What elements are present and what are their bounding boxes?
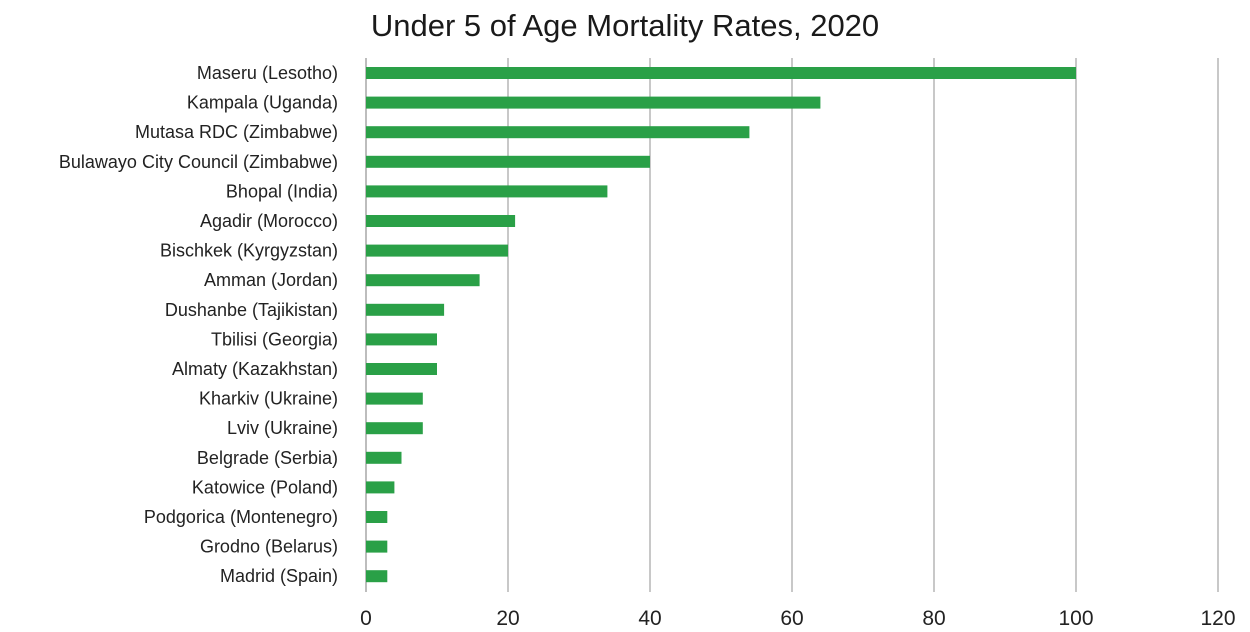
bar xyxy=(366,570,388,583)
bar xyxy=(366,392,423,405)
bar xyxy=(366,481,395,494)
category-label: Agadir (Morocco) xyxy=(200,211,338,231)
x-tick-label: 100 xyxy=(1058,607,1093,630)
bar xyxy=(366,333,437,346)
category-label: Podgorica (Montenegro) xyxy=(144,507,338,527)
category-label: Grodno (Belarus) xyxy=(200,537,338,557)
category-label: Madrid (Spain) xyxy=(220,566,338,586)
bar xyxy=(366,244,508,257)
bar xyxy=(366,422,423,435)
bar xyxy=(366,215,516,227)
bar xyxy=(366,540,388,553)
bar xyxy=(366,274,480,287)
category-label: Bulawayo City Council (Zimbabwe) xyxy=(59,152,338,172)
category-label: Belgrade (Serbia) xyxy=(197,448,338,468)
x-tick-label: 120 xyxy=(1200,607,1235,630)
bar xyxy=(366,96,821,109)
bar xyxy=(366,511,388,523)
x-tick-label: 80 xyxy=(922,607,945,630)
chart-title: Under 5 of Age Mortality Rates, 2020 xyxy=(370,8,880,43)
bar xyxy=(366,126,750,139)
category-label: Tbilisi (Georgia) xyxy=(211,329,338,349)
bar xyxy=(366,451,402,464)
category-label: Almaty (Kazakhstan) xyxy=(172,359,338,379)
category-label: Bischkek (Kyrgyzstan) xyxy=(160,241,338,261)
category-label: Kampala (Uganda) xyxy=(187,93,338,113)
x-tick-label: 20 xyxy=(496,607,519,630)
category-label: Kharkiv (Ukraine) xyxy=(199,389,338,409)
bar xyxy=(366,303,445,316)
bar xyxy=(366,185,608,198)
category-label: Bhopal (India) xyxy=(226,181,338,201)
category-label: Katowice (Poland) xyxy=(192,477,338,497)
category-label: Maseru (Lesotho) xyxy=(197,63,338,83)
x-tick-label: 60 xyxy=(780,607,803,630)
category-label: Amman (Jordan) xyxy=(204,270,338,290)
x-tick-label: 0 xyxy=(360,607,372,630)
bar xyxy=(366,67,1076,79)
x-tick-label: 40 xyxy=(638,607,661,630)
category-label: Mutasa RDC (Zimbabwe) xyxy=(135,122,338,142)
category-label: Dushanbe (Tajikistan) xyxy=(165,300,338,320)
category-label: Lviv (Ukraine) xyxy=(227,418,338,438)
bar xyxy=(366,155,650,168)
bar xyxy=(366,363,437,375)
